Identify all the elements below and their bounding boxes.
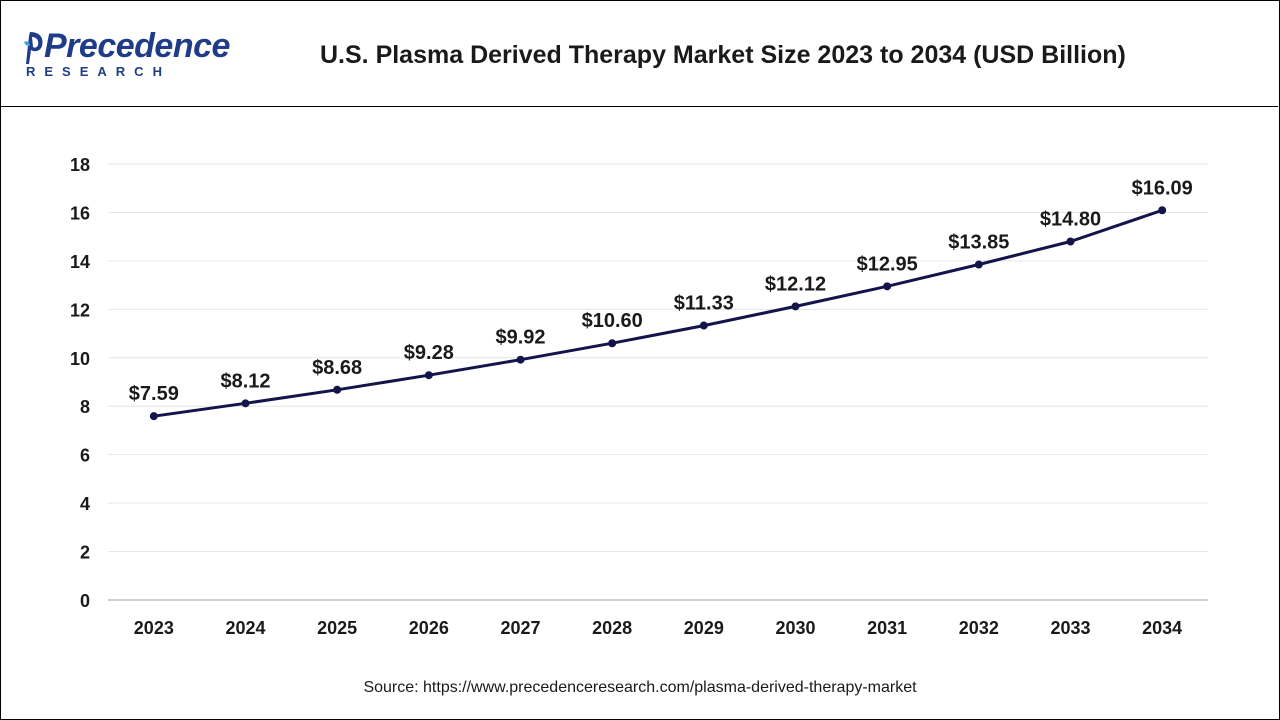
data-label: $8.12 (220, 370, 270, 392)
x-tick-labels: 2023 2024 2025 2026 2027 2028 2029 2030 2031 2032… (134, 618, 1182, 638)
data-label: $8.68 (312, 357, 362, 379)
data-point (974, 260, 983, 269)
data-labels: $7.59 $8.12 $8.68 $9.28 $9.92 $10.60 $11.33 $12… (129, 177, 1193, 405)
data-label: $13.85 (948, 232, 1009, 254)
data-label: $9.92 (495, 327, 545, 349)
y-tick-labels: 0 2 4 6 8 10 12 14 16 18 (70, 155, 90, 611)
data-point (791, 302, 800, 311)
data-label: $9.28 (404, 342, 454, 364)
x-tick-label: 2033 (1050, 618, 1090, 638)
series-line (153, 208, 1163, 418)
data-point (608, 339, 617, 348)
y-tick-label: 10 (70, 349, 90, 369)
y-tick-label: 2 (80, 543, 90, 563)
x-tick-label: 2023 (134, 618, 174, 638)
y-tick-label: 6 (80, 446, 90, 466)
logo-wordmark: Precedence (44, 27, 230, 65)
data-label: $11.33 (674, 293, 734, 315)
data-point (1158, 206, 1167, 215)
x-tick-label: 2026 (409, 618, 449, 638)
gridlines (108, 163, 1208, 553)
data-point (424, 371, 433, 380)
data-point (883, 282, 892, 291)
data-label: $12.12 (765, 273, 826, 295)
data-label: $10.60 (582, 310, 643, 332)
data-point (149, 412, 158, 421)
x-tick-label: 2032 (959, 618, 999, 638)
brand-logo: Precedence RESEARCH (24, 26, 230, 82)
data-point (1066, 237, 1075, 246)
x-tick-label: 2030 (775, 618, 815, 638)
y-tick-label: 14 (70, 252, 90, 272)
x-tick-label: 2027 (500, 618, 540, 638)
logo-subtitle: RESEARCH (26, 64, 171, 79)
data-point (241, 399, 250, 408)
x-tick-label: 2025 (317, 618, 357, 638)
data-label: $7.59 (129, 383, 179, 405)
x-tick-label: 2029 (684, 618, 724, 638)
series-line-layer (153, 208, 1163, 418)
y-tick-label: 18 (70, 155, 90, 175)
y-tick-label: 4 (80, 494, 90, 514)
x-tick-label: 2024 (225, 618, 265, 638)
x-tick-label: 2034 (1142, 618, 1182, 638)
y-tick-label: 8 (80, 397, 90, 417)
data-point (333, 385, 342, 394)
y-tick-label: 16 (70, 203, 90, 223)
data-point (516, 355, 525, 364)
source-text: Source: https://www.precedenceresearch.c… (363, 679, 917, 696)
x-tick-label: 2028 (592, 618, 632, 638)
source-footer: Source: https://www.precedenceresearch.c… (0, 678, 1280, 698)
data-point (699, 321, 708, 330)
y-tick-label: 12 (70, 300, 90, 320)
data-label: $12.95 (857, 253, 918, 275)
data-label: $16.09 (1132, 177, 1193, 199)
logo-leaf-icon (24, 32, 43, 64)
data-label: $14.80 (1040, 209, 1101, 231)
header: Precedence RESEARCH U.S. Plasma Derived … (0, 0, 1278, 107)
data-points (149, 206, 1167, 421)
y-tick-label: 0 (80, 591, 90, 611)
chart-title: U.S. Plasma Derived Therapy Market Size … (320, 41, 1126, 69)
x-tick-label: 2031 (867, 618, 907, 638)
